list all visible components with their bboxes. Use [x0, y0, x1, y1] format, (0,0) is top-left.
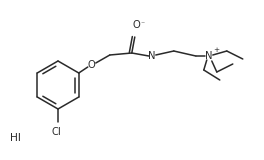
Text: O: O [88, 60, 96, 70]
Text: +: + [213, 47, 219, 53]
Text: N: N [205, 51, 213, 61]
Text: HI: HI [10, 133, 20, 143]
Text: ⁻: ⁻ [141, 20, 145, 28]
Text: N: N [148, 51, 155, 61]
Text: Cl: Cl [51, 127, 61, 137]
Text: O: O [133, 20, 141, 30]
